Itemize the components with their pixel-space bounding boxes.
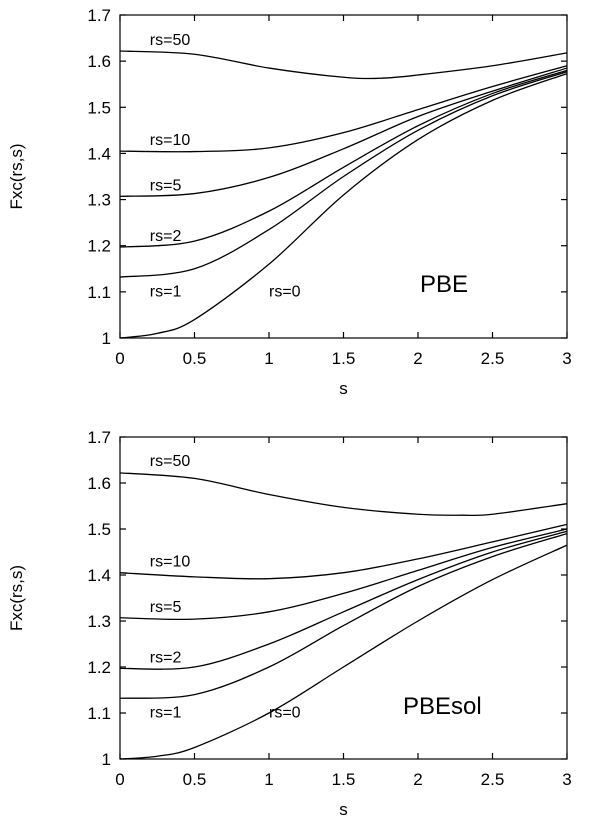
series-line-rs-50	[119, 472, 568, 517]
x-tick-label: 2	[413, 770, 422, 789]
y-axis-title: Fxc(rs,s)	[7, 143, 26, 209]
x-tick-label: 0.5	[183, 770, 207, 789]
series-line-rs-2	[119, 530, 568, 670]
y-tick-label: 1.5	[87, 520, 111, 539]
x-tick-label: 0.5	[183, 349, 207, 368]
x-tick-label: 0	[115, 770, 124, 789]
y-tick-label: 1.1	[87, 283, 111, 302]
series-line-rs-1	[119, 71, 568, 278]
x-tick-label: 1	[264, 349, 273, 368]
series-line-rs-50	[119, 50, 568, 80]
series-label: rs=50	[150, 453, 191, 470]
y-axis-title: Fxc(rs,s)	[7, 565, 26, 631]
series-line-rs-5	[119, 67, 568, 197]
y-tick-label: 1.4	[87, 566, 111, 585]
chart-panel-pbesol: 0 0.5 1 1.5 2 2.5 3 1 1.1 1.2 1.3 1.4 1.5 1.6 1.7 s Fxc(…	[7, 428, 572, 819]
plot-frame	[119, 436, 568, 760]
x-tick-label: 3	[562, 349, 571, 368]
y-tick-label: 1.2	[87, 237, 111, 256]
x-tick-label: 3	[562, 770, 571, 789]
series-line-rs-10	[119, 523, 568, 580]
chart-panel-pbe: 0 0.5 1 1.5 2 2.5 3 1 1.1 1.2 1.3 1.4 1.5 1.6 1.7 s Fxc(…	[7, 6, 572, 398]
x-tick-label: 2	[413, 349, 422, 368]
y-tick-label: 1.1	[87, 704, 111, 723]
series-label: rs=2	[150, 649, 182, 666]
y-tick-label: 1.7	[87, 428, 111, 447]
y-tick-label: 1.6	[87, 474, 111, 493]
y-tick-label: 1.7	[87, 6, 111, 25]
series-label: rs=5	[150, 599, 182, 616]
series-line-rs-1	[119, 532, 568, 699]
y-tick-label: 1	[102, 329, 111, 348]
y-tick-label: 1.2	[87, 658, 111, 677]
panel-label: PBEsol	[403, 693, 482, 720]
series-label: rs=5	[150, 177, 182, 194]
series-label: rs=0	[269, 283, 301, 300]
panel-label: PBE	[420, 271, 468, 298]
series-label: rs=10	[150, 132, 191, 149]
series-line-rs-0	[119, 72, 568, 339]
series-label: rs=10	[150, 554, 191, 571]
series-label: rs=1	[150, 705, 182, 722]
series-label: rs=1	[150, 283, 182, 300]
series-label: rs=2	[150, 228, 182, 245]
series-label: rs=50	[150, 32, 191, 49]
series-line-rs-5	[119, 528, 568, 621]
y-tick-label: 1.3	[87, 191, 111, 210]
x-tick-label: 0	[115, 349, 124, 368]
x-axis-title: s	[339, 379, 348, 398]
series-line-rs-10	[119, 65, 568, 153]
y-tick-label: 1.3	[87, 612, 111, 631]
x-tick-label: 2.5	[481, 770, 505, 789]
x-tick-label: 1.5	[332, 770, 356, 789]
x-axis-title: s	[339, 800, 348, 819]
x-tick-label: 1	[264, 770, 273, 789]
series-label: rs=0	[269, 705, 301, 722]
y-tick-label: 1.4	[87, 144, 111, 163]
y-tick-label: 1	[102, 750, 111, 769]
x-tick-label: 1.5	[332, 349, 356, 368]
y-tick-label: 1.6	[87, 52, 111, 71]
series-line-rs-0	[119, 544, 568, 760]
x-tick-label: 2.5	[481, 349, 505, 368]
series-line-rs-2	[119, 69, 568, 248]
y-tick-label: 1.5	[87, 98, 111, 117]
